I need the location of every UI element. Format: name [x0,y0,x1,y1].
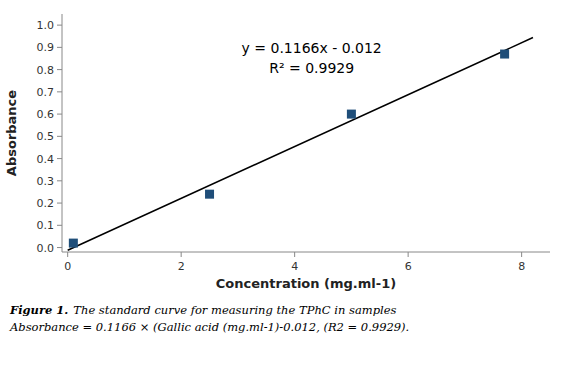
caption: Figure 1. The standard curve for measurin… [9,303,396,317]
x-axis-line [62,252,550,253]
y-tick [57,91,62,92]
x-tick [67,252,68,257]
y-tick [57,203,62,204]
y-axis-line [62,14,63,252]
y-tick-label: 0.8 [37,64,55,77]
x-axis-label: Concentration (mg.ml-1) [216,276,396,291]
y-tick-label: 0.9 [37,41,55,54]
y-tick [57,25,62,26]
x-tick [294,252,295,257]
y-tick-label: 0.2 [37,197,55,210]
annotation: R² = 0.9929 [269,60,354,76]
caption-line: Absorbance = 0.1166 × (Gallic acid (mg.m… [9,320,409,334]
y-tick-label: 0.0 [37,242,55,255]
annotation: y = 0.1166x - 0.012 [242,40,382,56]
caption-label: Figure 1. [9,303,68,317]
y-tick-label: 1.0 [37,19,55,32]
x-tick-label: 6 [405,260,412,273]
y-tick-label: 0.4 [37,153,55,166]
y-tick [57,247,62,248]
y-tick [57,114,62,115]
y-tick [57,158,62,159]
y-tick [57,180,62,181]
data-point [69,239,78,248]
x-tick [181,252,182,257]
y-tick-label: 0.1 [37,219,55,232]
y-tick-label: 0.5 [37,130,55,143]
y-tick [57,47,62,48]
y-tick [57,69,62,70]
data-point [500,50,509,59]
x-tick-label: 0 [64,260,71,273]
chart: 0 2 4 6 8 0.0 0.1 0.2 0.3 0.4 0.5 0.6 0.7 0.8 0.9 1.0 Co… [0,0,569,377]
x-tick-label: 8 [518,260,525,273]
caption-line: The standard curve for measuring the TPh… [73,303,396,317]
x-tick-label: 2 [178,260,185,273]
y-tick-label: 0.3 [37,175,55,188]
y-tick [57,225,62,226]
plot-marks [68,38,533,251]
regression-line [68,38,533,251]
x-tick-label: 4 [291,260,298,273]
y-tick-label: 0.6 [37,108,55,121]
y-tick [57,136,62,137]
x-tick [521,252,522,257]
data-point [347,110,356,119]
x-tick [408,252,409,257]
y-axis-label: Absorbance [4,90,19,176]
data-point [205,190,214,199]
y-tick-label: 0.7 [37,86,55,99]
